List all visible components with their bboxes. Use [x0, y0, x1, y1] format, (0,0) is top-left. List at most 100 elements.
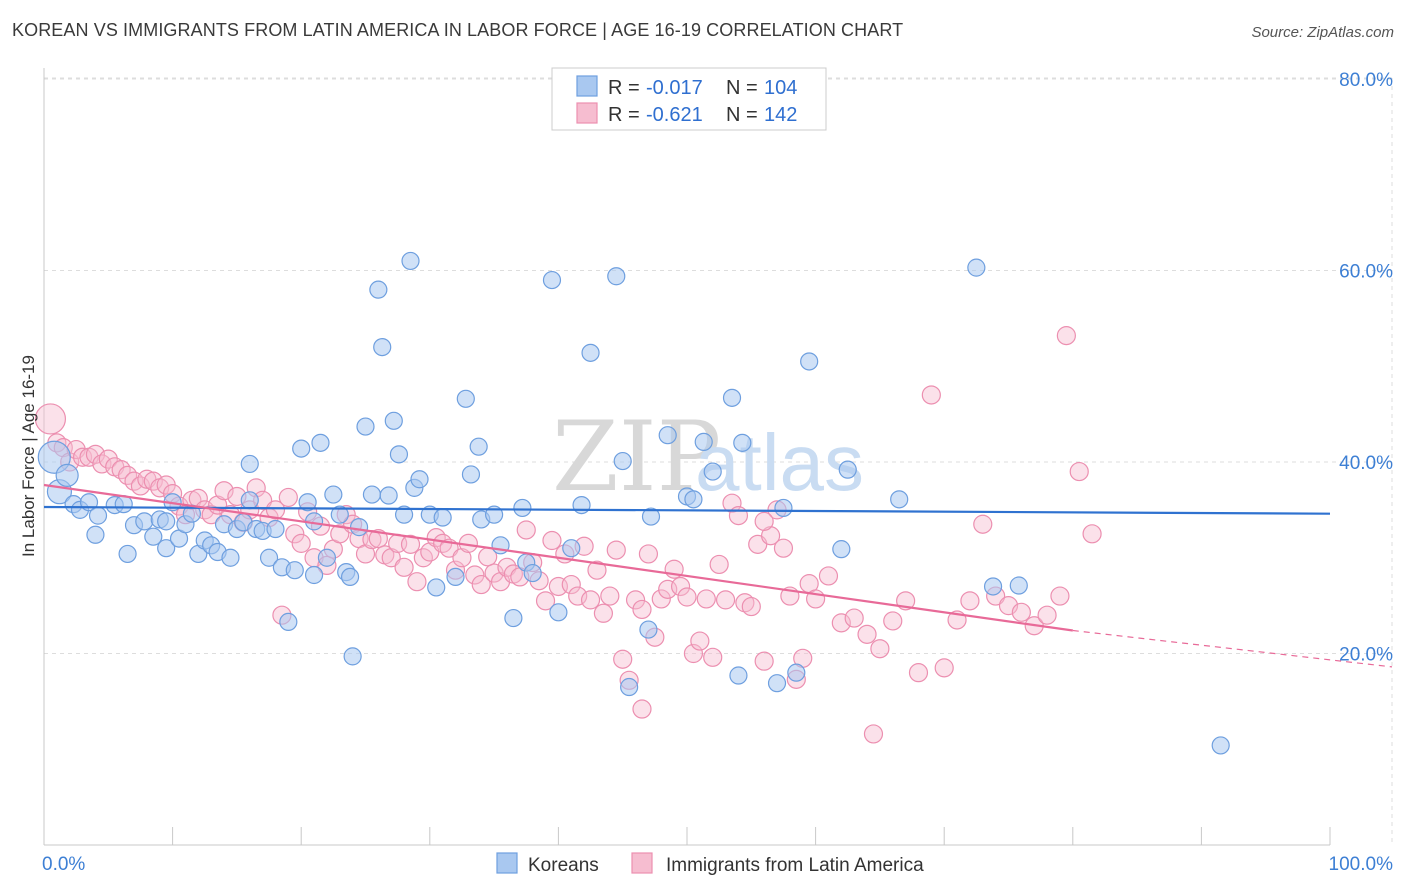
korean-point [684, 490, 703, 509]
latin-america-point [728, 506, 749, 526]
korean-point [967, 258, 986, 277]
korean-point [613, 451, 632, 471]
latin-america-point [908, 663, 929, 683]
latin-america-point [593, 603, 614, 623]
korean-point [641, 507, 661, 526]
korean-point [86, 525, 105, 544]
y-tick-label: 60.0% [1339, 262, 1393, 283]
latin-america-point [638, 544, 659, 564]
latin-america-point [677, 587, 697, 607]
korean-point [456, 389, 475, 408]
korean-point [298, 493, 317, 512]
korean-point [983, 577, 1003, 596]
legend-r-value-1: -0.017 [646, 77, 703, 99]
latin-america-point [844, 608, 864, 628]
latin-america-point [632, 599, 652, 620]
latin-america-point [568, 586, 588, 606]
latin-america-point [715, 590, 736, 610]
korean-point [427, 578, 446, 597]
latin-america-point [1037, 605, 1057, 625]
korean-point [135, 512, 154, 531]
korean-point [266, 519, 285, 539]
y-tick-label: 40.0% [1339, 453, 1393, 474]
korean-point [304, 565, 324, 585]
korean-point [774, 498, 793, 518]
latin-america-trend-extension [1072, 629, 1393, 668]
korean-point [401, 251, 420, 271]
korean-point [340, 567, 360, 587]
korean-point [607, 267, 626, 286]
latin-america-point [632, 699, 652, 719]
latin-america-point [1050, 586, 1070, 606]
legend-n-label-2: N = [726, 104, 758, 126]
korean-point [581, 343, 600, 362]
latin-america-point [696, 589, 716, 609]
latin-america-point [535, 591, 556, 611]
latin-america-point [561, 574, 581, 595]
korean-point [88, 506, 108, 525]
latin-america-point [683, 643, 704, 664]
latin-america-points [34, 326, 1102, 744]
koreans-trend-line [43, 505, 1331, 515]
latin-america-point [368, 528, 388, 549]
y-tick-label: 80.0% [1339, 70, 1393, 91]
korean-point [369, 280, 388, 299]
latin-america-point [754, 651, 774, 671]
latin-america-point [34, 403, 67, 435]
korean-point [562, 539, 581, 558]
korean-point [549, 603, 568, 622]
x-tick-label: 100.0% [1329, 854, 1394, 875]
latin-america-point [1082, 524, 1102, 544]
latin-america-point [580, 590, 601, 610]
korean-point [1009, 576, 1028, 595]
korean-point [389, 445, 409, 464]
latin-america-point [278, 487, 298, 508]
korean-point [890, 490, 909, 509]
bottom-legend-latin-america: Immigrants from Latin America [666, 855, 924, 876]
watermark-atlas: atlas [695, 418, 864, 507]
latin-america-point [285, 524, 305, 544]
legend-n-value-1: 104 [764, 77, 797, 99]
korean-point [787, 663, 806, 682]
korean-point [504, 608, 523, 628]
latin-america-point [516, 520, 536, 540]
korean-point [118, 544, 137, 564]
latin-america-point [703, 647, 723, 667]
latin-america-point [407, 572, 427, 592]
series-legend: Koreans Immigrants from Latin America [496, 852, 924, 876]
legend-n-label-1: N = [726, 77, 758, 99]
latin-america-point [355, 544, 376, 564]
latin-america-point [1011, 602, 1031, 622]
korean-point [461, 465, 481, 484]
korean-point [317, 548, 337, 567]
korean-point [240, 454, 259, 474]
korean-point [285, 561, 304, 580]
legend-n-value-2: 142 [764, 104, 797, 126]
korean-point [362, 485, 382, 504]
stats-legend: R = -0.017 N = 104 R = -0.621 N = 142 [551, 67, 827, 131]
korean-point [157, 539, 176, 558]
legend-swatch-koreans [576, 75, 598, 97]
latin-america-point [330, 524, 350, 544]
latin-america-point [670, 576, 691, 597]
latin-america-point [465, 565, 485, 585]
legend-r-label-2: R = [608, 104, 640, 126]
korean-point [343, 647, 362, 666]
latin-america-point [394, 557, 414, 577]
korean-point [221, 548, 240, 567]
korean-point [639, 620, 658, 639]
latin-america-point [613, 649, 633, 669]
korean-point [349, 518, 369, 537]
korean-point [384, 411, 403, 430]
latin-america-point [973, 514, 993, 534]
korean-point [292, 439, 311, 458]
latin-america-point [1069, 461, 1089, 482]
axis-ticks: 20.0% 40.0% 60.0% 80.0% 0.0% 100.0% [42, 70, 1393, 875]
korean-point [838, 460, 857, 479]
latin-america-point [831, 613, 851, 633]
latin-america-point [85, 444, 106, 464]
latin-america-point [291, 533, 311, 553]
latin-america-point [741, 596, 761, 617]
latin-america-point [754, 511, 774, 531]
latin-america-point [921, 385, 941, 405]
